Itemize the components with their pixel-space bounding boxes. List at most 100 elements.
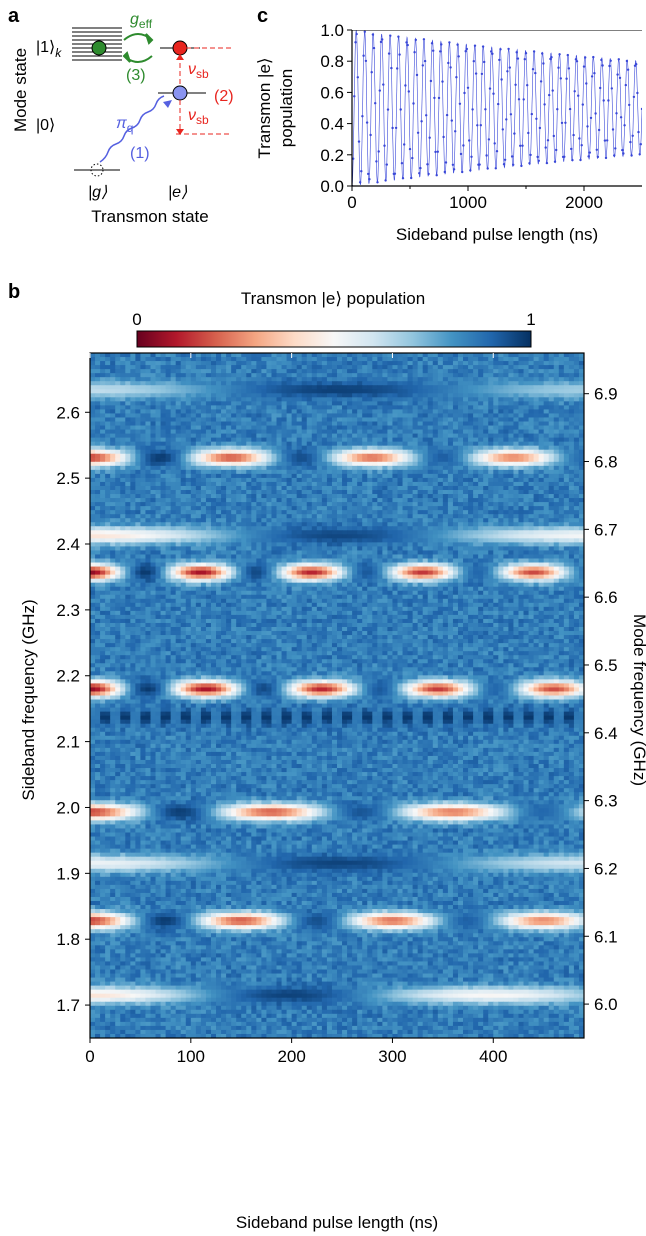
heatmap-cell: [185, 506, 192, 511]
heatmap-cell: [110, 393, 116, 398]
heatmap-cell: [478, 353, 484, 358]
heatmap-cell: [175, 409, 182, 414]
heatmap-cell: [548, 494, 555, 499]
heatmap-cell: [261, 405, 267, 410]
heatmap-cell: [407, 429, 414, 435]
heatmap-cell: [548, 369, 555, 374]
heatmap-cell: [246, 510, 252, 515]
heatmap-cell: [180, 385, 187, 390]
heatmap-cell: [463, 526, 469, 531]
heatmap-cell: [402, 473, 409, 479]
heatmap-cell: [397, 413, 404, 418]
heatmap-cell: [221, 429, 227, 435]
heatmap-cell: [473, 433, 479, 439]
heatmap-cell: [553, 445, 560, 451]
chart-c-point: [638, 153, 641, 156]
heatmap-cell: [180, 469, 187, 475]
heatmap-cell: [266, 377, 272, 382]
heatmap-cell: [407, 385, 414, 390]
heatmap-cell: [210, 530, 217, 535]
heatmap-cell: [488, 522, 494, 527]
heatmap-cell: [321, 381, 328, 386]
heatmap-cell: [241, 490, 247, 495]
heatmap-cell: [246, 526, 252, 531]
heatmap-cell: [311, 485, 318, 491]
heatmap-cell: [372, 373, 378, 378]
heatmap-cell: [170, 518, 177, 523]
heatmap-cell: [548, 413, 555, 418]
heatmap-cell: [160, 445, 167, 451]
heatmap-cell: [412, 530, 419, 535]
chart-c-point: [358, 181, 362, 184]
heatmap-cell: [437, 461, 444, 467]
heatmap-cell: [518, 453, 525, 459]
heatmap-cell: [135, 433, 141, 439]
heatmap-cell: [95, 490, 101, 495]
heatmap-cell: [195, 530, 202, 535]
heatmap-cell: [165, 538, 172, 543]
heatmap-cell: [251, 534, 257, 539]
heatmap-cell: [563, 518, 570, 523]
heatmap-cell: [216, 437, 222, 443]
heatmap-cell: [95, 373, 101, 378]
heatmap-cell: [533, 401, 540, 406]
heatmap-cell: [221, 526, 227, 531]
heatmap-cell: [150, 538, 157, 543]
heatmap-cell: [503, 506, 509, 511]
heatmap-cell: [236, 397, 242, 402]
heatmap-cell: [503, 485, 509, 491]
heatmap-cell: [402, 526, 409, 531]
heatmap-cell: [226, 494, 232, 499]
heatmap-cell: [145, 357, 151, 362]
heatmap-cell: [100, 538, 106, 543]
heatmap-cell: [306, 469, 313, 475]
heatmap-cell: [100, 357, 106, 362]
heatmap-cell: [296, 433, 303, 439]
heatmap-cell: [276, 381, 283, 386]
heatmap-cell: [513, 361, 519, 366]
heatmap-cell: [498, 469, 504, 475]
heatmap-cell: [372, 437, 378, 443]
heatmap-cell: [397, 542, 404, 547]
heatmap-cell: [473, 377, 479, 382]
heatmap-cell: [150, 502, 157, 507]
heatmap-cell: [558, 393, 565, 398]
heatmap-cell: [185, 437, 192, 443]
heatmap-cell: [180, 449, 187, 455]
heatmap-cell: [422, 413, 429, 418]
heatmap-cell: [387, 530, 393, 535]
heatmap-cell: [503, 429, 509, 435]
heatmap-cell: [301, 421, 308, 427]
heatmap-cell: [382, 477, 388, 483]
heatmap-cell: [362, 361, 368, 366]
heatmap-cell: [170, 506, 177, 511]
heatmap-cell: [276, 510, 283, 515]
heatmap-cell: [548, 534, 555, 539]
heatmap-cell: [337, 409, 343, 414]
heatmap-cell: [216, 401, 222, 406]
chart-c-point: [632, 95, 636, 99]
heatmap-cell: [100, 353, 106, 358]
heatmap-cell: [115, 538, 121, 543]
heatmap-cell: [306, 365, 313, 370]
chart-c-point: [538, 126, 542, 130]
chart-c-point: [529, 153, 532, 157]
heatmap-cell: [578, 381, 584, 386]
heatmap-cell: [432, 417, 439, 422]
heatmap-cell: [236, 514, 242, 519]
heatmap-cell: [397, 485, 404, 491]
heatmap-cell: [266, 534, 272, 539]
heatmap-cell: [352, 542, 358, 547]
heatmap-cell: [190, 441, 197, 447]
heatmap-cell: [226, 526, 232, 531]
heatmap-cell: [331, 498, 338, 503]
heatmap-cell: [397, 405, 404, 410]
heatmap-cell: [392, 530, 398, 535]
heatmap-cell: [130, 373, 136, 378]
heatmap-cell: [568, 498, 575, 503]
heatmap-cell: [120, 409, 126, 414]
heatmap-cell: [150, 393, 157, 398]
heatmap-cell: [110, 389, 116, 394]
heatmap-cell: [130, 530, 136, 535]
heatmap-cell: [95, 469, 101, 475]
